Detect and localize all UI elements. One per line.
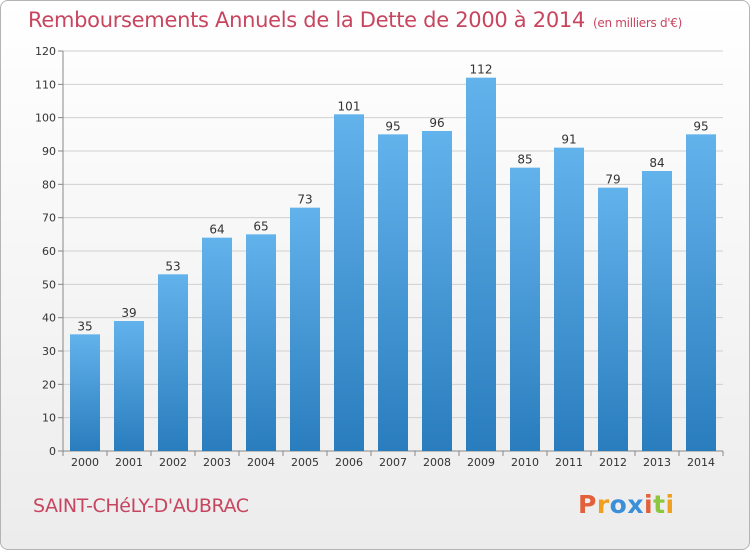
y-tick-label: 30 [42, 345, 56, 358]
data-label: 84 [649, 156, 664, 170]
data-label: 35 [77, 319, 92, 333]
bar [510, 167, 540, 451]
proxiti-logo: Proxiti [578, 490, 675, 519]
bar [466, 77, 496, 452]
data-label: 95 [385, 119, 400, 133]
x-tick-label: 2012 [599, 456, 627, 469]
data-label: 73 [297, 193, 312, 207]
logo-letter: P [578, 490, 597, 519]
x-tick-label: 2000 [71, 456, 99, 469]
chart-subtitle: (en milliers d'€) [593, 16, 683, 30]
chart-title-text: Remboursements Annuels de la Dette de 20… [28, 8, 585, 32]
city-name: SAINT-CHéLY-D'AUBRAC [33, 495, 249, 517]
bar [158, 274, 188, 451]
data-labels: 35 39 53 64 65 73 101 95 96 112 85 91 79 84 95 [77, 63, 708, 334]
bar [378, 134, 408, 452]
data-label: 101 [338, 99, 361, 113]
bar [686, 134, 716, 452]
bar [246, 234, 276, 451]
bar [642, 171, 672, 451]
data-label: 91 [561, 133, 576, 147]
x-tick-label: 2002 [159, 456, 187, 469]
x-tick-label: 2003 [203, 456, 231, 469]
bar [114, 321, 144, 451]
y-tick-label: 110 [35, 78, 56, 91]
bar [598, 187, 628, 451]
x-tick-label: 2005 [291, 456, 319, 469]
x-tick-label: 2006 [335, 456, 363, 469]
logo-letter: o [609, 490, 628, 519]
x-tick-label: 2009 [467, 456, 495, 469]
logo-letter: t [653, 490, 666, 519]
bars [70, 77, 716, 452]
y-tick-label: 100 [35, 112, 56, 125]
x-tick-label: 2014 [687, 456, 715, 469]
x-tick-label: 2004 [247, 456, 275, 469]
logo-letter: x [627, 490, 644, 519]
chart-title: Remboursements Annuels de la Dette de 20… [28, 8, 682, 32]
x-tick-label: 2011 [555, 456, 583, 469]
logo-letter: r [596, 490, 610, 519]
y-tick-label: 20 [42, 378, 56, 391]
bar [202, 237, 232, 451]
y-tick-label: 50 [42, 278, 56, 291]
data-label: 96 [429, 116, 444, 130]
data-label: 95 [693, 119, 708, 133]
data-label: 79 [605, 173, 620, 187]
x-tick-label: 2008 [423, 456, 451, 469]
y-tick-label: 40 [42, 312, 56, 325]
bar [554, 147, 584, 451]
data-label: 53 [165, 259, 180, 273]
x-tick-label: 2007 [379, 456, 407, 469]
y-tick-label: 60 [42, 245, 56, 258]
bar [70, 334, 100, 451]
y-tick-label: 70 [42, 212, 56, 225]
bar [422, 131, 452, 451]
data-label: 85 [517, 153, 532, 167]
y-tick-label: 120 [35, 45, 56, 58]
data-label: 64 [209, 223, 224, 237]
axes: 0 10 20 30 40 50 60 70 80 90 100 110 120 2000 2001 2002… [35, 45, 724, 469]
y-tick-label: 0 [49, 445, 56, 458]
data-label: 39 [121, 306, 136, 320]
bar [334, 114, 364, 451]
logo-letter: i [665, 490, 675, 519]
logo-letter: i [644, 490, 654, 519]
x-tick-label: 2010 [511, 456, 539, 469]
bar [290, 207, 320, 451]
y-tick-label: 80 [42, 178, 56, 191]
y-tick-label: 10 [42, 412, 56, 425]
x-tick-label: 2001 [115, 456, 143, 469]
y-tick-label: 90 [42, 145, 56, 158]
x-tick-label: 2013 [643, 456, 671, 469]
data-label: 112 [470, 63, 493, 77]
data-label: 65 [253, 219, 268, 233]
